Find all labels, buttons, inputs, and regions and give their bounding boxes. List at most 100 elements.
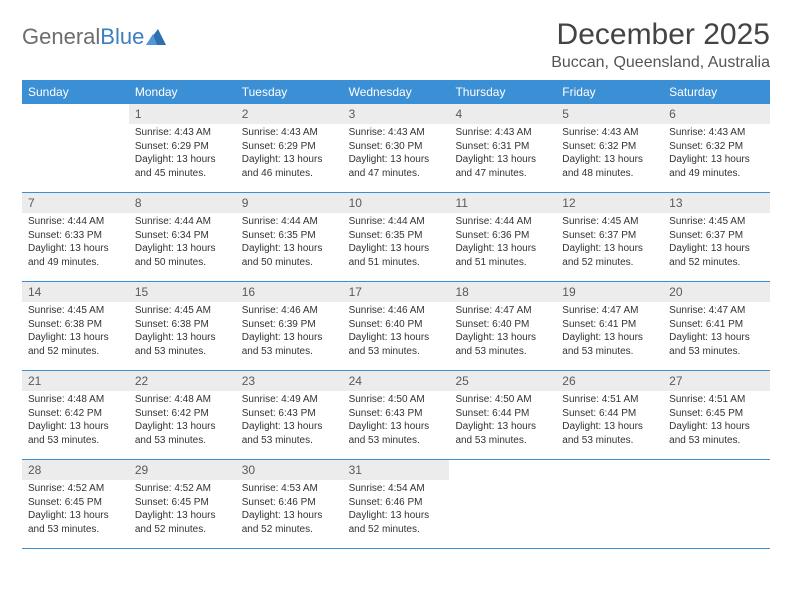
sunrise-line: Sunrise: 4:45 AM: [135, 304, 230, 318]
day-number: 22: [129, 371, 236, 391]
week-row: 28Sunrise: 4:52 AMSunset: 6:45 PMDayligh…: [22, 460, 770, 549]
day-cell: 11Sunrise: 4:44 AMSunset: 6:36 PMDayligh…: [449, 193, 556, 281]
week-row: 14Sunrise: 4:45 AMSunset: 6:38 PMDayligh…: [22, 282, 770, 371]
day-number: 28: [22, 460, 129, 480]
daylight-line: Daylight: 13 hours and 53 minutes.: [562, 331, 657, 358]
daylight-line: Daylight: 13 hours and 53 minutes.: [135, 420, 230, 447]
sunset-line: Sunset: 6:46 PM: [349, 496, 444, 510]
day-number: 4: [449, 104, 556, 124]
day-body: Sunrise: 4:45 AMSunset: 6:37 PMDaylight:…: [556, 213, 663, 273]
day-cell: 29Sunrise: 4:52 AMSunset: 6:45 PMDayligh…: [129, 460, 236, 548]
daylight-line: Daylight: 13 hours and 53 minutes.: [455, 331, 550, 358]
day-cell: [556, 460, 663, 548]
logo-sail-icon: [146, 28, 168, 46]
daylight-line: Daylight: 13 hours and 53 minutes.: [135, 331, 230, 358]
sunset-line: Sunset: 6:44 PM: [455, 407, 550, 421]
sunrise-line: Sunrise: 4:44 AM: [28, 215, 123, 229]
week-row: 1Sunrise: 4:43 AMSunset: 6:29 PMDaylight…: [22, 104, 770, 193]
day-cell: 31Sunrise: 4:54 AMSunset: 6:46 PMDayligh…: [343, 460, 450, 548]
day-number: 1: [129, 104, 236, 124]
day-cell: 6Sunrise: 4:43 AMSunset: 6:32 PMDaylight…: [663, 104, 770, 192]
location: Buccan, Queensland, Australia: [551, 54, 770, 72]
sunset-line: Sunset: 6:40 PM: [349, 318, 444, 332]
sunset-line: Sunset: 6:32 PM: [669, 140, 764, 154]
daylight-line: Daylight: 13 hours and 52 minutes.: [669, 242, 764, 269]
sunrise-line: Sunrise: 4:47 AM: [562, 304, 657, 318]
daylight-line: Daylight: 13 hours and 46 minutes.: [242, 153, 337, 180]
sunset-line: Sunset: 6:45 PM: [135, 496, 230, 510]
day-header: Tuesday: [236, 80, 343, 104]
day-cell: 20Sunrise: 4:47 AMSunset: 6:41 PMDayligh…: [663, 282, 770, 370]
sunrise-line: Sunrise: 4:50 AM: [455, 393, 550, 407]
sunrise-line: Sunrise: 4:45 AM: [562, 215, 657, 229]
day-number: 27: [663, 371, 770, 391]
day-header: Saturday: [663, 80, 770, 104]
sunset-line: Sunset: 6:34 PM: [135, 229, 230, 243]
sunrise-line: Sunrise: 4:43 AM: [669, 126, 764, 140]
sunset-line: Sunset: 6:45 PM: [28, 496, 123, 510]
daylight-line: Daylight: 13 hours and 52 minutes.: [135, 509, 230, 536]
day-cell: 9Sunrise: 4:44 AMSunset: 6:35 PMDaylight…: [236, 193, 343, 281]
sunset-line: Sunset: 6:43 PM: [349, 407, 444, 421]
logo-text-gray: General: [22, 24, 100, 50]
sunset-line: Sunset: 6:45 PM: [669, 407, 764, 421]
day-body: Sunrise: 4:45 AMSunset: 6:37 PMDaylight:…: [663, 213, 770, 273]
day-body: Sunrise: 4:44 AMSunset: 6:35 PMDaylight:…: [343, 213, 450, 273]
sunrise-line: Sunrise: 4:50 AM: [349, 393, 444, 407]
day-body: Sunrise: 4:44 AMSunset: 6:35 PMDaylight:…: [236, 213, 343, 273]
sunrise-line: Sunrise: 4:43 AM: [349, 126, 444, 140]
day-number: 2: [236, 104, 343, 124]
day-cell: 15Sunrise: 4:45 AMSunset: 6:38 PMDayligh…: [129, 282, 236, 370]
day-body: Sunrise: 4:47 AMSunset: 6:40 PMDaylight:…: [449, 302, 556, 362]
title-block: December 2025 Buccan, Queensland, Austra…: [551, 18, 770, 72]
daylight-line: Daylight: 13 hours and 53 minutes.: [669, 331, 764, 358]
sunrise-line: Sunrise: 4:52 AM: [28, 482, 123, 496]
sunrise-line: Sunrise: 4:43 AM: [135, 126, 230, 140]
sunrise-line: Sunrise: 4:51 AM: [562, 393, 657, 407]
sunrise-line: Sunrise: 4:47 AM: [455, 304, 550, 318]
logo: GeneralBlue: [22, 18, 168, 50]
sunset-line: Sunset: 6:38 PM: [28, 318, 123, 332]
sunrise-line: Sunrise: 4:48 AM: [28, 393, 123, 407]
sunset-line: Sunset: 6:42 PM: [135, 407, 230, 421]
day-number: 21: [22, 371, 129, 391]
day-number: 29: [129, 460, 236, 480]
day-body: Sunrise: 4:51 AMSunset: 6:45 PMDaylight:…: [663, 391, 770, 451]
day-body: Sunrise: 4:45 AMSunset: 6:38 PMDaylight:…: [22, 302, 129, 362]
day-header: Thursday: [449, 80, 556, 104]
daylight-line: Daylight: 13 hours and 53 minutes.: [669, 420, 764, 447]
sunset-line: Sunset: 6:33 PM: [28, 229, 123, 243]
daylight-line: Daylight: 13 hours and 48 minutes.: [562, 153, 657, 180]
day-header: Friday: [556, 80, 663, 104]
sunset-line: Sunset: 6:41 PM: [669, 318, 764, 332]
day-number: 6: [663, 104, 770, 124]
day-body: Sunrise: 4:43 AMSunset: 6:29 PMDaylight:…: [129, 124, 236, 184]
day-number: 3: [343, 104, 450, 124]
day-cell: 10Sunrise: 4:44 AMSunset: 6:35 PMDayligh…: [343, 193, 450, 281]
week-row: 7Sunrise: 4:44 AMSunset: 6:33 PMDaylight…: [22, 193, 770, 282]
day-body: Sunrise: 4:52 AMSunset: 6:45 PMDaylight:…: [22, 480, 129, 540]
day-cell: 19Sunrise: 4:47 AMSunset: 6:41 PMDayligh…: [556, 282, 663, 370]
day-body: Sunrise: 4:50 AMSunset: 6:43 PMDaylight:…: [343, 391, 450, 451]
day-cell: 1Sunrise: 4:43 AMSunset: 6:29 PMDaylight…: [129, 104, 236, 192]
daylight-line: Daylight: 13 hours and 53 minutes.: [349, 331, 444, 358]
daylight-line: Daylight: 13 hours and 47 minutes.: [349, 153, 444, 180]
daylight-line: Daylight: 13 hours and 50 minutes.: [242, 242, 337, 269]
calendar-body: 1Sunrise: 4:43 AMSunset: 6:29 PMDaylight…: [22, 104, 770, 549]
sunset-line: Sunset: 6:32 PM: [562, 140, 657, 154]
day-cell: 3Sunrise: 4:43 AMSunset: 6:30 PMDaylight…: [343, 104, 450, 192]
daylight-line: Daylight: 13 hours and 53 minutes.: [242, 420, 337, 447]
day-body: Sunrise: 4:49 AMSunset: 6:43 PMDaylight:…: [236, 391, 343, 451]
day-number: 16: [236, 282, 343, 302]
day-cell: 2Sunrise: 4:43 AMSunset: 6:29 PMDaylight…: [236, 104, 343, 192]
day-body: Sunrise: 4:43 AMSunset: 6:32 PMDaylight:…: [556, 124, 663, 184]
day-number: 14: [22, 282, 129, 302]
day-body: Sunrise: 4:45 AMSunset: 6:38 PMDaylight:…: [129, 302, 236, 362]
daylight-line: Daylight: 13 hours and 53 minutes.: [28, 420, 123, 447]
sunset-line: Sunset: 6:29 PM: [242, 140, 337, 154]
day-header: Wednesday: [343, 80, 450, 104]
day-body: Sunrise: 4:46 AMSunset: 6:39 PMDaylight:…: [236, 302, 343, 362]
sunrise-line: Sunrise: 4:44 AM: [135, 215, 230, 229]
day-cell: [22, 104, 129, 192]
daylight-line: Daylight: 13 hours and 47 minutes.: [455, 153, 550, 180]
